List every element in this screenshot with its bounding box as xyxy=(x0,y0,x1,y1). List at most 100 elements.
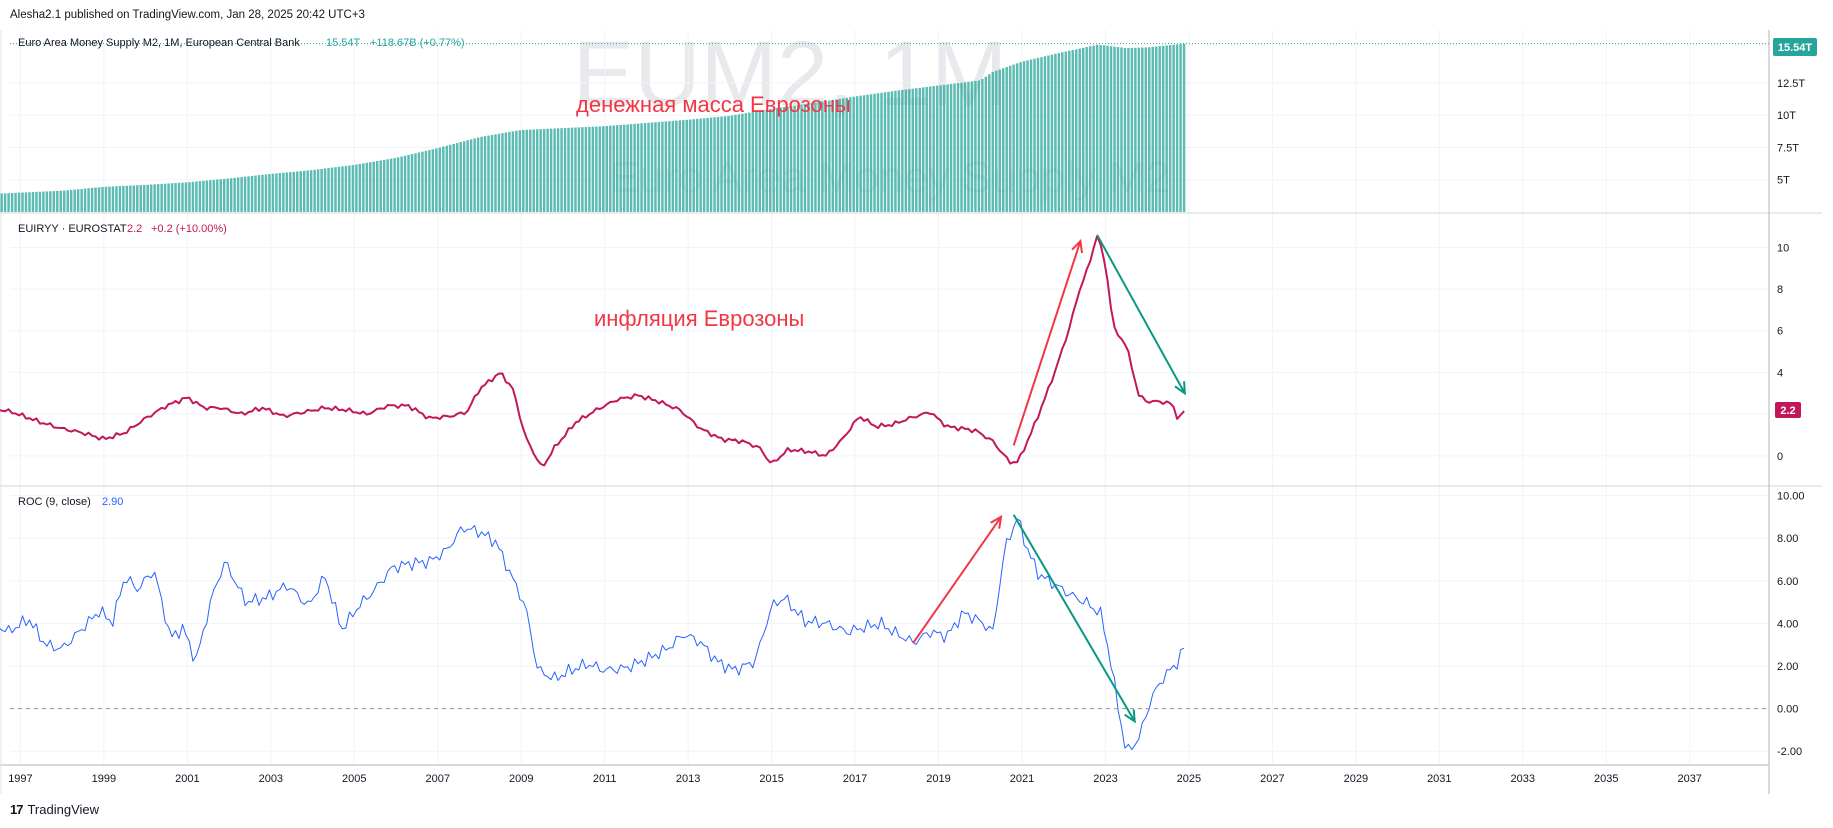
m2-bar xyxy=(115,186,118,212)
m2-bar xyxy=(765,109,768,212)
m2-bar xyxy=(734,114,737,212)
m2-bar xyxy=(953,83,956,213)
m2-bar xyxy=(184,182,188,212)
m2-bar xyxy=(1029,59,1033,212)
m2-bar xyxy=(69,189,73,212)
m2-bar xyxy=(285,172,289,212)
m2-bar xyxy=(410,154,414,212)
m2-legend-value: 15.54T xyxy=(326,37,361,49)
m2-bar xyxy=(897,90,901,212)
m2-bar xyxy=(921,87,925,212)
m2-bar xyxy=(643,123,647,212)
m2-bar xyxy=(556,128,560,212)
m2-bar xyxy=(348,165,351,212)
m2-bar xyxy=(650,122,654,212)
m2-bar xyxy=(654,122,657,212)
x-tick-label: 2021 xyxy=(1010,773,1034,785)
m2-bar xyxy=(309,170,313,212)
roc-line xyxy=(0,518,1185,751)
m2-bar xyxy=(935,85,939,212)
m2-bar xyxy=(449,144,452,212)
m2-bar xyxy=(487,135,490,212)
m2-bar xyxy=(647,122,650,212)
m2-bar xyxy=(998,69,1001,213)
m2-bar xyxy=(977,80,981,212)
m2-bar xyxy=(574,127,577,212)
m2-bar xyxy=(675,120,678,212)
m2-bar xyxy=(59,190,63,212)
m2-bar xyxy=(1161,45,1165,212)
m2-bar xyxy=(1172,44,1175,212)
x-tick-label: 2019 xyxy=(926,773,950,785)
m2-bar xyxy=(362,163,365,212)
m2-bar xyxy=(633,123,636,212)
m2-bar xyxy=(1113,46,1116,212)
m2-bar xyxy=(542,128,546,212)
m2-bar xyxy=(744,113,748,212)
m2-bar xyxy=(1168,45,1172,212)
m2-bar xyxy=(63,190,66,212)
m2-bar xyxy=(615,125,619,212)
m2-bar xyxy=(588,126,591,212)
m2-bar xyxy=(170,183,174,212)
m2-bar xyxy=(772,108,775,212)
m2-bar xyxy=(1022,61,1026,212)
m2-bar xyxy=(619,124,622,212)
m2-bar xyxy=(626,124,629,212)
m2-bar xyxy=(529,129,532,212)
m2-bar xyxy=(1054,53,1057,212)
m2-bar xyxy=(21,192,24,212)
m2-bar xyxy=(901,89,904,212)
y-tick-label: 6.00 xyxy=(1777,576,1798,588)
m2-bar xyxy=(386,159,389,212)
m2-bar xyxy=(713,117,716,212)
trend-arrow-green xyxy=(1012,514,1136,722)
m2-bar xyxy=(515,130,518,212)
m2-bar xyxy=(828,100,831,212)
m2-bar xyxy=(570,127,574,212)
m2-bar xyxy=(956,83,960,212)
y-tick-label: 4.00 xyxy=(1777,618,1798,630)
m2-bar xyxy=(1137,47,1141,213)
m2-bar xyxy=(101,186,104,212)
tradingview-logo-icon: 17 xyxy=(10,802,24,817)
m2-bar xyxy=(73,189,76,212)
m2-bar xyxy=(511,131,515,212)
m2-bar xyxy=(351,165,355,212)
m2-bar xyxy=(855,96,859,212)
roc-legend-value: 2.90 xyxy=(102,496,123,508)
m2-bar xyxy=(535,129,539,212)
m2-last-value: 15.54T xyxy=(1778,42,1813,54)
m2-bar xyxy=(108,186,111,212)
y-tick-label: 2.00 xyxy=(1777,661,1798,673)
m2-bar xyxy=(741,113,744,212)
m2-bar xyxy=(431,149,435,212)
m2-legend-change: +118.67B (+0.77%) xyxy=(370,37,465,49)
m2-bar xyxy=(344,165,348,212)
y-tick-label: 0.00 xyxy=(1777,704,1798,716)
m2-bar xyxy=(42,191,45,212)
m2-bar xyxy=(904,89,908,212)
m2-bar xyxy=(369,162,372,212)
m2-bar xyxy=(236,177,240,212)
m2-bar xyxy=(640,123,643,212)
m2-bar xyxy=(1099,45,1102,212)
m2-bar xyxy=(1106,45,1109,212)
m2-bar xyxy=(602,126,605,212)
m2-bar xyxy=(960,82,963,212)
m2-bar xyxy=(122,185,125,212)
x-tick-label: 2023 xyxy=(1093,773,1117,785)
m2-bar xyxy=(160,183,163,212)
m2-bar xyxy=(87,188,90,212)
y-tick-label: 10.00 xyxy=(1777,491,1805,503)
m2-bar xyxy=(796,105,800,212)
x-tick-label: 2035 xyxy=(1594,773,1618,785)
m2-bar xyxy=(622,124,626,212)
m2-bar xyxy=(146,184,149,212)
m2-bar xyxy=(1141,47,1144,212)
m2-bar xyxy=(469,139,473,212)
m2-bar xyxy=(807,103,810,212)
m2-bar xyxy=(389,158,393,212)
m2-bar xyxy=(842,98,845,212)
m2-bar xyxy=(177,182,181,212)
